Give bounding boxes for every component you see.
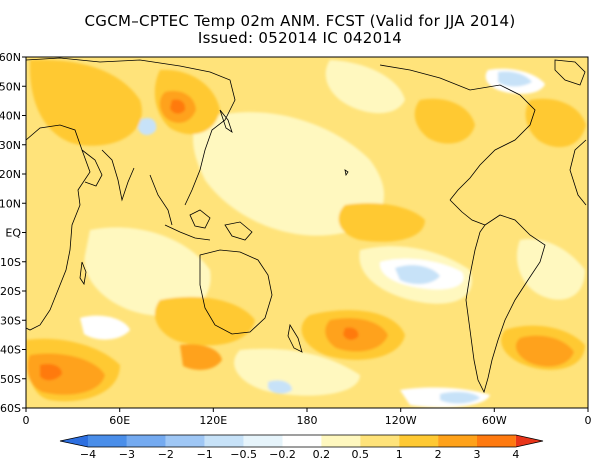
coastline-madagascar [79,261,87,286]
lat-label: 20S [0,285,21,298]
anomaly-cool-east-pacific [395,265,440,285]
coastline-japan [219,109,233,133]
colorbar-outline [59,434,544,448]
coastline-north-america [379,64,536,201]
anomaly-warm-equatorial-pacific [338,203,425,242]
colorbar-arrow-right [515,435,543,447]
coastline-hawaii [344,169,349,177]
anomaly-near-zero-south-indian [80,315,130,340]
coastline-se-asia-peninsula [149,174,173,226]
lat-label: 60S [0,402,21,415]
anomaly-cool-southeast-pacific [440,391,480,404]
lat-label: 40S [0,344,21,357]
coastline-eurasia [26,57,236,206]
coastline-sumatra [164,224,211,241]
anomaly-strong-southern-ocean [180,344,222,370]
coastline-australia [199,249,273,335]
lon-label: 0 [585,414,592,427]
anomaly-warm-north-indian [29,59,142,146]
coastline-india [101,149,135,202]
colorbar-segment [321,435,361,447]
anomaly-warm-atlantic [525,98,586,148]
colorbar-segment [360,435,400,447]
colorbar-segment [204,435,244,447]
colorbar-tick-label: 0.2 [313,448,331,461]
colorbar-segment [477,435,516,447]
lat-label: 20N [0,168,21,181]
colorbar-tick-label: 2 [435,448,442,461]
colorbar-arrow-left [60,435,88,447]
colorbar: −4 −3 −2 −1 −0.5 −0.2 0.2 0.5 1 2 3 4 [59,434,544,461]
coastlines [26,57,587,394]
anomaly-peak-southwest-indian [40,364,62,381]
colorbar-tick-label: 4 [512,448,519,461]
lat-label: EQ [5,227,21,240]
anomaly-pale-south-atlantic [516,239,585,300]
anomaly-pale-central-pacific [193,112,385,236]
colorbar-tick-label: 1 [396,448,403,461]
map-title: CGCM–CPTEC Temp 02m ANM. FCST (Valid for… [84,12,516,30]
temperature-anomaly-field [26,57,588,408]
colorbar-tick-label: 0.5 [352,448,370,461]
anomaly-cool-southwest-pacific [268,380,292,394]
lon-label: 180 [297,414,318,427]
lat-label: 50N [0,80,21,93]
colorbar-tick-label: −4 [80,448,96,461]
lon-label: 120E [199,414,227,427]
lat-label: 30S [0,314,21,327]
colorbar-segment [165,435,205,447]
colorbar-segment [282,435,322,447]
anomaly-strong-southwest-indian [27,353,105,395]
axis-ticks [22,56,589,412]
colorbar-segment [399,435,439,447]
lon-label: 120W [385,414,417,427]
colorbar-segment [438,435,477,447]
lat-label: 50S [0,373,21,386]
colorbar-tick-label: 3 [474,448,481,461]
lon-label: 0 [23,414,30,427]
lat-label: 30N [0,139,21,152]
issued-subtitle: Issued: 052014 IC 042014 [197,29,403,47]
coastline-greenland [554,59,586,86]
coastline-new-guinea [224,221,253,241]
colorbar-segment [88,435,127,447]
anomaly-warm-north-america [414,98,475,144]
lat-label: 10S [0,256,21,269]
anomaly-pale-southern-ocean [234,348,360,396]
anomaly-pale-north-pacific [325,60,405,114]
anomaly-pale-indian-ocean [84,227,211,316]
lon-label: 60W [482,414,507,427]
colorbar-tick-label: −2 [158,448,174,461]
coastline-africa [26,124,91,331]
colorbar-segment [126,435,166,447]
colorbar-tick-label: −0.5 [230,448,257,461]
coastline-borneo [189,209,211,229]
coastline-central-america [449,199,486,226]
coastline-new-zealand [287,323,303,353]
anomaly-peak-south-pacific [343,327,359,340]
coastline-west-africa [569,139,587,206]
lon-label: 60E [109,414,130,427]
lat-label: 40N [0,110,21,123]
lat-label: 60N [0,51,21,64]
lat-label: 10N [0,197,21,210]
longitude-labels: 0 60E 120E 180 120W 60W 0 [23,414,592,427]
anomaly-cool-asia [138,118,157,136]
colorbar-tick-label: −1 [197,448,213,461]
colorbar-tick-label: −3 [119,448,135,461]
anomaly-peak-china [170,99,186,114]
colorbar-segment [243,435,283,447]
anomaly-strong-south-atlantic [515,335,574,367]
coastline-south-america [465,214,546,394]
anomaly-cool-north-atlantic [498,71,532,87]
colorbar-tick-label: −0.2 [269,448,296,461]
coastline-arabia [81,149,103,187]
latitude-labels: 60N 50N 40N 30N 20N 10N EQ 10S 20S 30S 4… [0,51,21,415]
